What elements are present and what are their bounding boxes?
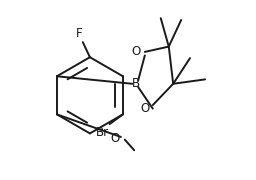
Text: O: O <box>111 132 120 145</box>
Text: O: O <box>131 45 140 58</box>
Text: Br: Br <box>95 125 109 139</box>
Text: O: O <box>140 102 149 115</box>
Text: B: B <box>132 77 140 90</box>
Text: F: F <box>76 27 82 40</box>
